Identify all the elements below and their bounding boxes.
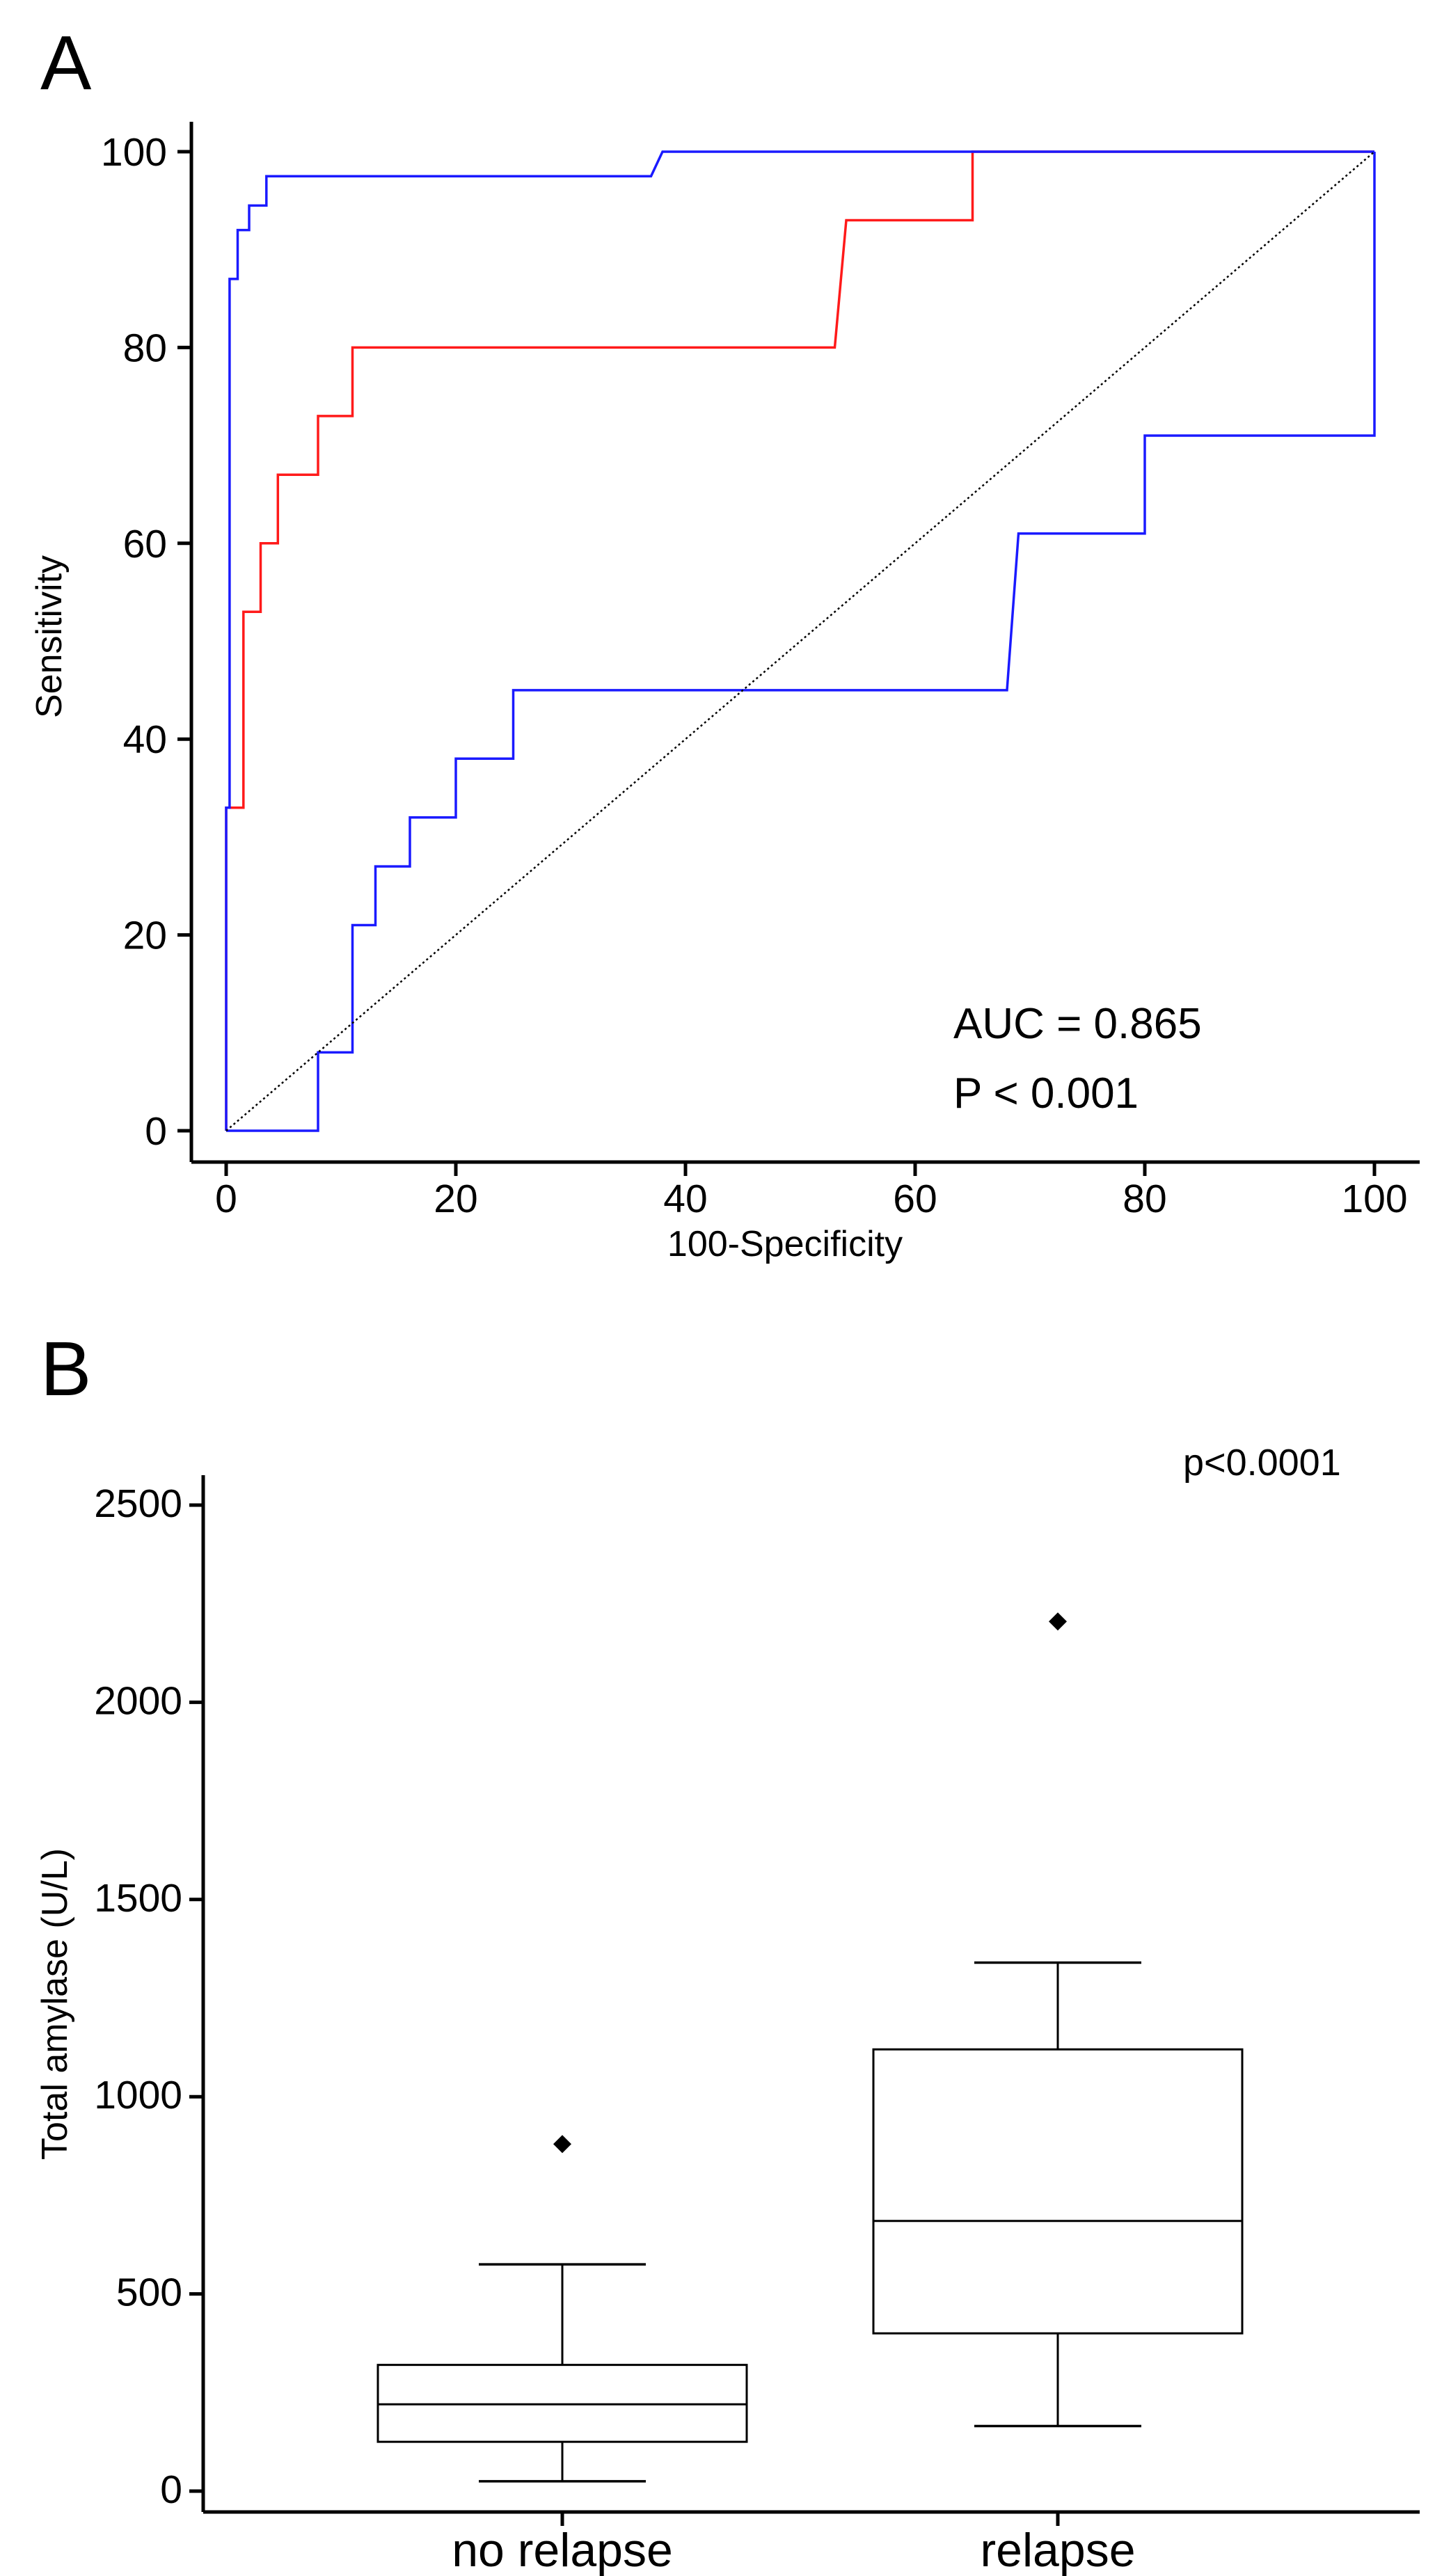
- p-value-annotation-b: p<0.0001: [1183, 1442, 1341, 1484]
- panel-b-y-tick-label: 500: [116, 2271, 182, 2315]
- outlier-marker: [553, 2135, 571, 2154]
- lower-ci-line: [226, 152, 1376, 1132]
- panel-a-roc-chart: A 0 20 40 60 80 100 0 20 40 60 80 100 Sensitivity 1…: [29, 20, 1420, 1264]
- p-value-annotation: P < 0.001: [953, 1070, 1139, 1118]
- panel-a-x-tick-label: 40: [663, 1177, 707, 1221]
- panel-a-x-tick-label: 60: [893, 1177, 937, 1221]
- upper-ci-line: [225, 150, 1374, 1131]
- outlier-marker: [1049, 1612, 1067, 1631]
- panel-b-category-label: relapse: [980, 2524, 1135, 2576]
- panel-b-y-tick-label: 0: [160, 2467, 182, 2512]
- panel-a-label: A: [40, 20, 92, 106]
- panel-b-label: B: [40, 1326, 91, 1412]
- panel-a-x-tick-label: 100: [1341, 1177, 1407, 1221]
- panel-b-y-axis-label: Total amylase (U/L): [35, 1848, 75, 2160]
- panel-a-y-tick-label: 40: [123, 717, 167, 762]
- auc-annotation: AUC = 0.865: [953, 1000, 1202, 1048]
- panel-a-ticks: 0 20 40 60 80 100 0 20 40 60 80 100: [101, 130, 1408, 1221]
- panel-a-x-axis-label: 100-Specificity: [667, 1224, 903, 1264]
- reference-diagonal-line: [225, 151, 1375, 1131]
- panel-b-ticks: 0 500 1000 1500 2000 2500 no relapse relapse: [94, 1481, 1135, 2576]
- roc-curve-line: [225, 150, 1374, 1131]
- panel-a-y-tick-label: 80: [123, 326, 167, 370]
- panel-a-y-tick-label: 60: [123, 522, 167, 566]
- panel-b-y-tick-label: 1500: [94, 1876, 182, 1921]
- panel-a-x-tick-label: 20: [434, 1177, 477, 1221]
- panel-a-y-axis-label: Sensitivity: [29, 555, 70, 718]
- panel-b-boxes: [376, 1612, 1244, 2483]
- panel-b-category-label: no relapse: [452, 2524, 673, 2576]
- panel-a-y-tick-label: 0: [145, 1109, 167, 1154]
- interquartile-box: [872, 2048, 1244, 2335]
- panel-b-y-tick-label: 1000: [94, 2073, 182, 2117]
- panel-b-y-tick-label: 2000: [94, 1678, 182, 1723]
- panel-a-series: [225, 150, 1376, 1132]
- panel-a-y-tick-label: 100: [101, 130, 167, 175]
- panel-a-x-tick-label: 0: [215, 1177, 237, 1221]
- panel-b-y-tick-label: 2500: [94, 1481, 182, 1526]
- panel-a-x-tick-label: 80: [1123, 1177, 1166, 1221]
- panel-a-y-tick-label: 20: [123, 914, 167, 958]
